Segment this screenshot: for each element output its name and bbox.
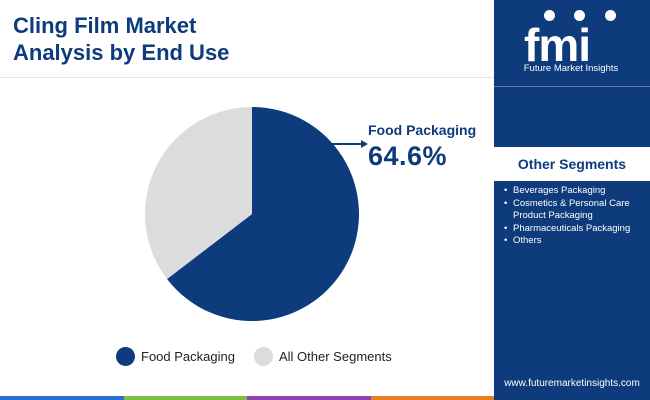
website-link[interactable]: www.futuremarketinsights.com	[504, 378, 640, 389]
logo-dot-icon	[605, 10, 617, 21]
segments-list: Beverages Packaging Cosmetics & Personal…	[503, 185, 648, 248]
title-line-1: Cling Film Market	[13, 13, 197, 38]
segments-title: Other Segments	[517, 156, 627, 172]
title-line-2: Analysis by End Use	[13, 40, 230, 65]
segment-item: Pharmaceuticals Packaging	[503, 223, 648, 236]
logo-tagline: Future Market Insights	[523, 63, 619, 74]
title-divider	[0, 77, 494, 78]
bottom-bar-segment	[247, 396, 371, 400]
segments-header-bg	[494, 147, 650, 181]
fmi-logo: fmi Future Market Insights	[512, 6, 630, 74]
sidebar: fmi Future Market Insights Other Segment…	[494, 0, 650, 400]
sidebar-divider	[494, 86, 650, 87]
legend-swatch-other-segments	[254, 347, 273, 366]
segment-item: Others	[503, 235, 648, 248]
segment-item: Cosmetics & Personal Care Product Packag…	[503, 198, 648, 223]
legend-label-other-segments: All Other Segments	[279, 349, 392, 364]
pie-slice-food-packaging	[167, 107, 359, 321]
bottom-bar-segment	[123, 396, 247, 400]
logo-wordmark: fmi	[524, 19, 591, 71]
bottom-bar-segment	[370, 396, 494, 400]
callout-value: 64.6%	[368, 141, 448, 171]
legend-item-other-segments: All Other Segments	[254, 347, 392, 366]
logo-icons	[534, 10, 626, 24]
chart-legend: Food Packaging All Other Segments	[0, 347, 494, 369]
page-title: Cling Film Market Analysis by End Use	[13, 12, 483, 66]
bottom-color-bar	[0, 396, 494, 400]
pie-chart	[145, 107, 368, 321]
bottom-bar-segment	[0, 396, 124, 400]
legend-swatch-food-packaging	[116, 347, 135, 366]
callout-arrow-icon	[361, 140, 368, 148]
legend-label-food-packaging: Food Packaging	[141, 349, 235, 364]
segment-item: Beverages Packaging	[503, 185, 648, 198]
callout-label: Food Packaging	[368, 122, 477, 138]
logo-dot-icon	[543, 10, 555, 21]
pie-slice-all-other-segments	[145, 107, 252, 280]
legend-item-food-packaging: Food Packaging	[116, 347, 235, 366]
logo-dot-icon	[574, 10, 586, 21]
